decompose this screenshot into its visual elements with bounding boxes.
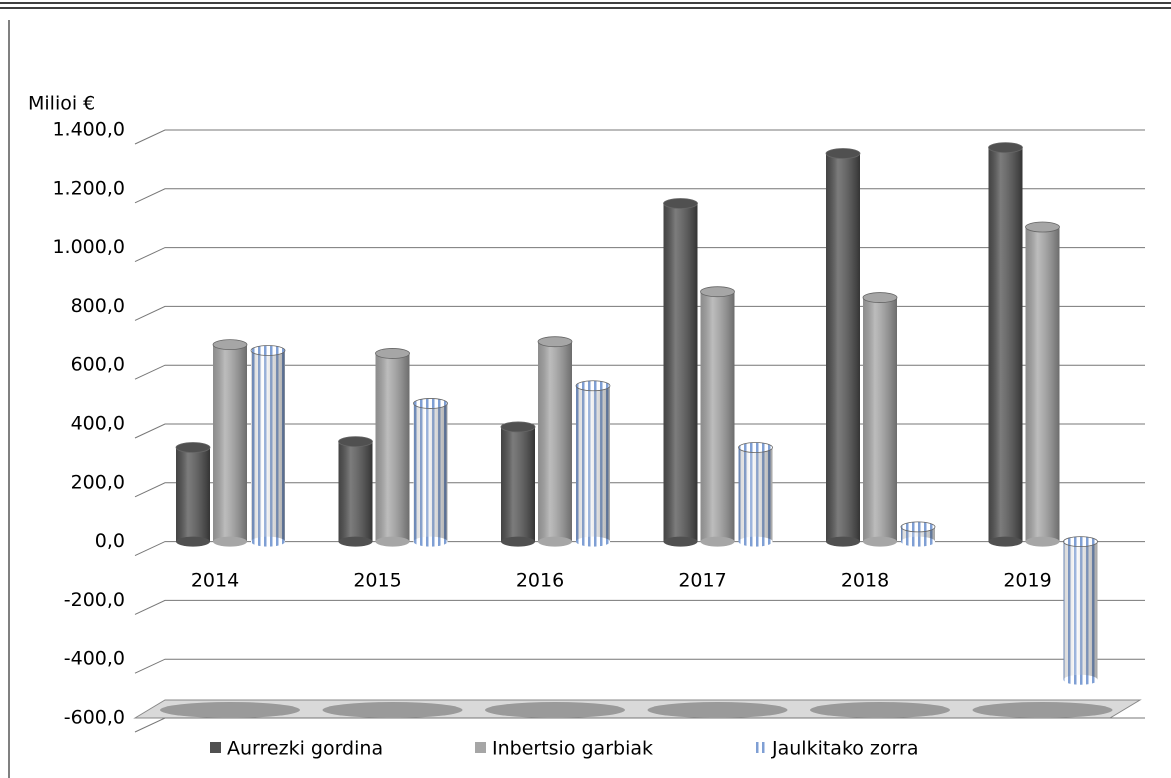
bar bbox=[1025, 221, 1060, 547]
y-tick-label: 200,0 bbox=[71, 471, 125, 493]
bar bbox=[738, 442, 773, 547]
floor-shadow bbox=[810, 702, 950, 718]
bar bbox=[413, 398, 448, 547]
x-tick-label: 2017 bbox=[678, 570, 726, 592]
y-tick-label: 0,0 bbox=[95, 530, 125, 552]
x-tick-label: 2019 bbox=[1003, 570, 1051, 592]
bar bbox=[338, 436, 373, 547]
grid-line bbox=[134, 129, 1145, 145]
y-tick-label: 800,0 bbox=[71, 295, 125, 317]
bar bbox=[500, 421, 536, 547]
floor-shadow bbox=[972, 702, 1113, 718]
grid-line bbox=[134, 423, 1145, 439]
y-tick-label: -200,0 bbox=[64, 589, 125, 611]
legend-label: Jaulkitako zorra bbox=[771, 738, 918, 760]
y-tick-label: 600,0 bbox=[71, 354, 125, 376]
grid-line bbox=[134, 717, 1145, 733]
legend-swatch bbox=[475, 742, 486, 753]
x-tick-label: 2014 bbox=[191, 570, 239, 592]
y-tick-label: -400,0 bbox=[64, 648, 125, 670]
legend-swatch bbox=[210, 742, 221, 753]
x-tick-label: 2018 bbox=[841, 570, 889, 592]
floor-shadow bbox=[160, 702, 300, 718]
grid-line bbox=[134, 658, 1145, 674]
legend-swatch bbox=[755, 742, 766, 753]
bar bbox=[825, 148, 861, 547]
floor-shadow bbox=[485, 702, 625, 718]
bar bbox=[250, 345, 286, 547]
bar bbox=[988, 142, 1023, 547]
bar bbox=[575, 380, 611, 547]
bar bbox=[663, 198, 698, 547]
grid-line bbox=[134, 364, 1145, 380]
y-tick-label: 1.400,0 bbox=[52, 119, 125, 141]
grid-line bbox=[134, 247, 1145, 263]
y-tick-label: -600,0 bbox=[64, 707, 125, 729]
floor-shadow bbox=[647, 702, 788, 718]
bar bbox=[1063, 536, 1098, 685]
grid-line bbox=[134, 188, 1145, 204]
x-tick-label: 2015 bbox=[353, 570, 401, 592]
y-tick-label: 400,0 bbox=[71, 413, 125, 435]
grid-line bbox=[134, 482, 1145, 498]
grid-line bbox=[134, 599, 1145, 615]
legend-label: Aurrezki gordina bbox=[227, 738, 383, 760]
grid-line bbox=[134, 305, 1145, 321]
floor-shadow bbox=[322, 702, 463, 718]
x-tick-label: 2016 bbox=[516, 570, 564, 592]
bar bbox=[175, 442, 211, 547]
bar bbox=[537, 336, 573, 547]
bar bbox=[900, 521, 936, 547]
y-axis-label: Milioi € bbox=[28, 93, 95, 115]
y-tick-label: 1.000,0 bbox=[52, 236, 125, 258]
bar bbox=[862, 292, 898, 547]
bar bbox=[212, 339, 248, 547]
bar bbox=[700, 286, 735, 547]
legend-label: Inbertsio garbiak bbox=[492, 738, 653, 760]
bar bbox=[375, 348, 410, 547]
grid-line bbox=[134, 541, 1145, 557]
y-tick-label: 1.200,0 bbox=[52, 177, 125, 199]
